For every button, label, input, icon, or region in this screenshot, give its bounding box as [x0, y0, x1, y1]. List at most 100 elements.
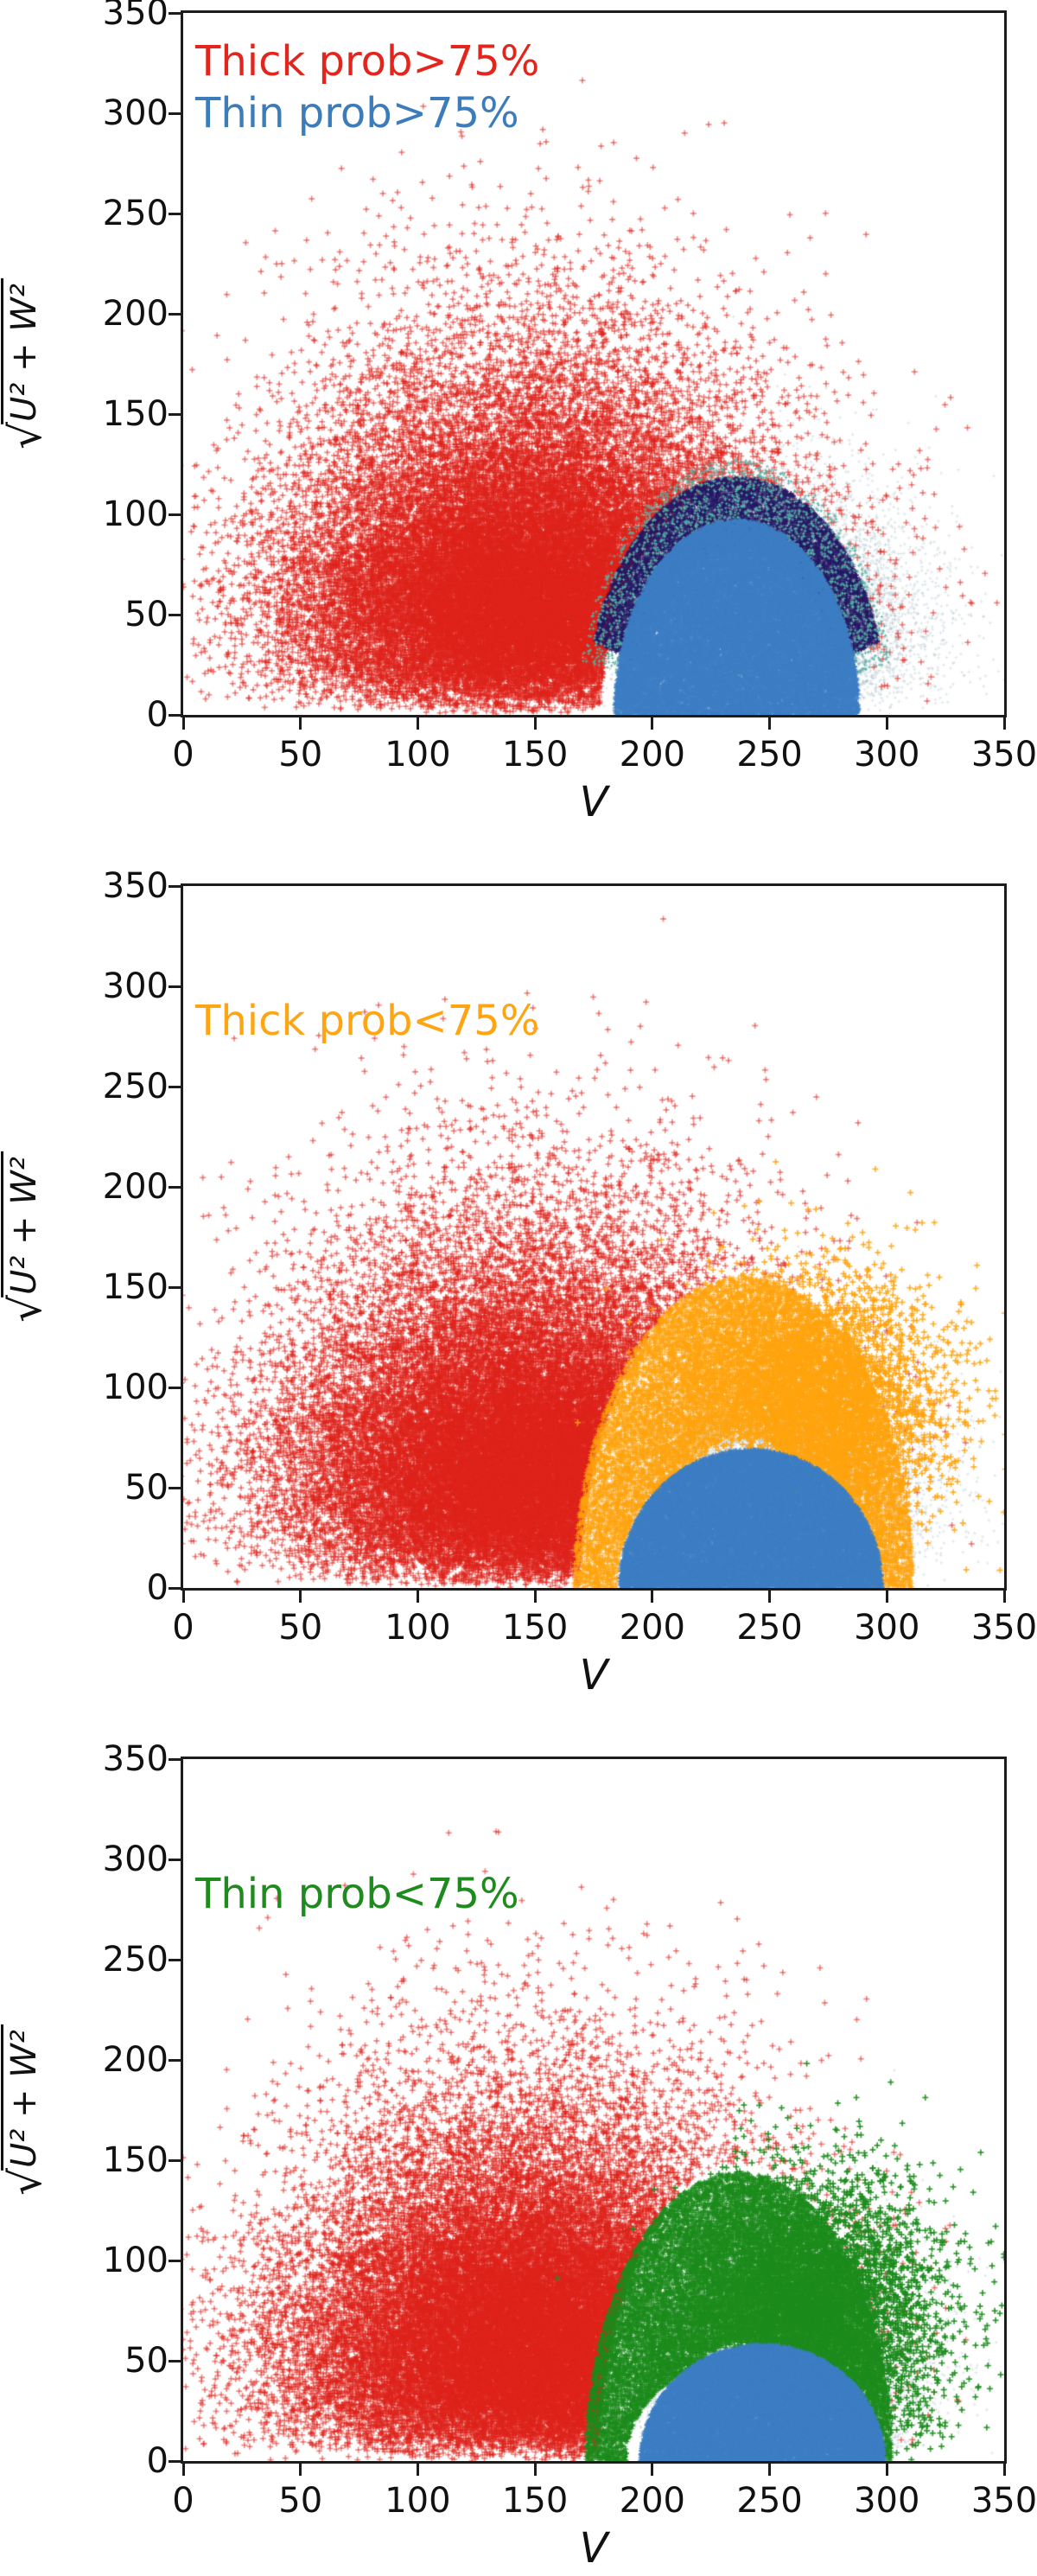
y-tick-label: 150	[102, 1267, 169, 1307]
x-tick-label: 200	[619, 735, 686, 775]
y-tick-mark	[169, 985, 181, 988]
x-tick-label: 0	[172, 2481, 194, 2521]
sqrt-icon: √	[1, 2170, 51, 2196]
y-tick-mark	[169, 1958, 181, 1961]
y-tick-mark	[169, 412, 181, 416]
y-tick-label: 200	[102, 2040, 169, 2080]
x-tick-label: 100	[385, 1608, 451, 1648]
y-tick-label: 100	[102, 1368, 169, 1407]
y-tick-mark	[169, 513, 181, 516]
x-axis-label: V	[579, 2524, 608, 2573]
y-axis-label: √U² + W²	[1, 2024, 51, 2196]
y-tick-label: 250	[102, 1940, 169, 1980]
y-tick-mark	[169, 1858, 181, 1861]
x-tick-label: 50	[278, 1608, 323, 1648]
legend-thick-prob-lt-75: Thick prob<75%	[195, 997, 540, 1045]
y-tick-label: 300	[102, 1840, 169, 1879]
x-tick-label: 0	[172, 1608, 194, 1648]
y-tick-mark	[169, 613, 181, 616]
y-tick-label: 50	[124, 1468, 169, 1508]
toomre-plot-bottom: Thin prob<75% √U² + W² V 0 50 100 150 200 250…	[1, 1741, 1037, 2573]
y-tick-mark	[169, 312, 181, 316]
legend-top: Thick prob>75% Thin prob>75%	[195, 35, 539, 139]
x-tick-mark	[299, 2464, 302, 2476]
x-tick-mark	[885, 717, 888, 730]
x-tick-label: 250	[736, 735, 803, 775]
x-tick-mark	[651, 717, 654, 730]
x-tick-mark	[299, 717, 302, 730]
y-axis-label: √U² + W²	[1, 278, 51, 450]
x-tick-mark	[533, 2464, 537, 2476]
y-tick-label: 0	[146, 2441, 169, 2481]
y-tick-label: 50	[124, 595, 169, 634]
x-tick-label: 150	[501, 1608, 569, 1648]
scatter-canvas-bottom	[183, 1759, 1004, 2461]
y-tick-label: 100	[102, 2241, 169, 2280]
x-tick-mark	[299, 1591, 302, 1603]
x-tick-label: 100	[385, 2481, 451, 2521]
y-tick-mark	[169, 884, 181, 888]
x-axis-label: V	[579, 1651, 608, 1699]
legend-thin-prob-gt-75: Thin prob>75%	[195, 89, 519, 137]
legend-bottom: Thin prob<75%	[195, 1868, 519, 1920]
y-tick-mark	[169, 1386, 181, 1389]
y-tick-mark	[169, 2359, 181, 2362]
y-tick-mark	[169, 1085, 181, 1088]
x-tick-label: 50	[278, 735, 323, 775]
x-tick-mark	[181, 717, 185, 730]
x-tick-mark	[1002, 1591, 1006, 1603]
y-tick-label: 150	[102, 2140, 169, 2180]
x-tick-mark	[416, 2464, 419, 2476]
scatter-canvas-middle	[183, 886, 1004, 1588]
y-tick-label: 350	[102, 866, 169, 906]
y-tick-mark	[169, 1285, 181, 1289]
x-tick-mark	[416, 717, 419, 730]
x-tick-label: 200	[619, 1608, 686, 1648]
x-tick-mark	[1002, 2464, 1006, 2476]
y-tick-mark	[169, 1757, 181, 1761]
y-tick-label: 200	[102, 1167, 169, 1207]
x-tick-label: 300	[854, 2481, 920, 2521]
legend-thick-prob-gt-75: Thick prob>75%	[195, 37, 540, 86]
y-tick-mark	[169, 1586, 181, 1590]
x-tick-mark	[1002, 717, 1006, 730]
y-tick-mark	[169, 1486, 181, 1489]
x-tick-label: 50	[278, 2481, 323, 2521]
legend-middle: Thick prob<75%	[195, 995, 539, 1047]
y-tick-label: 300	[102, 966, 169, 1006]
sqrt-icon: √	[1, 1297, 51, 1323]
y-tick-label: 100	[102, 494, 169, 534]
legend-thin-prob-lt-75: Thin prob<75%	[195, 1870, 519, 1918]
y-tick-mark	[169, 1185, 181, 1189]
x-tick-label: 100	[385, 735, 451, 775]
x-tick-mark	[768, 1591, 772, 1603]
x-axis-label: V	[579, 778, 608, 826]
y-tick-mark	[169, 11, 181, 15]
x-tick-mark	[651, 2464, 654, 2476]
y-tick-label: 0	[146, 1568, 169, 1608]
x-tick-mark	[416, 1591, 419, 1603]
y-tick-mark	[169, 2058, 181, 2062]
y-tick-label: 50	[124, 2341, 169, 2381]
toomre-plot-top: Thick prob>75% Thin prob>75% √U² + W² V …	[1, 0, 1037, 826]
y-axis-label: √U² + W²	[1, 1151, 51, 1323]
x-tick-mark	[181, 1591, 185, 1603]
x-tick-mark	[768, 2464, 772, 2476]
x-tick-label: 300	[854, 1608, 920, 1648]
x-tick-label: 150	[501, 735, 569, 775]
x-tick-label: 300	[854, 735, 920, 775]
toomre-plot-middle: Thick prob<75% √U² + W² V 0 50 100 150 200 25…	[1, 868, 1037, 1699]
y-tick-label: 200	[102, 294, 169, 334]
y-tick-label: 250	[102, 1067, 169, 1106]
y-tick-label: 150	[102, 394, 169, 434]
y-tick-mark	[169, 713, 181, 717]
x-tick-mark	[885, 1591, 888, 1603]
x-tick-label: 0	[172, 735, 194, 775]
sqrt-icon: √	[1, 424, 51, 450]
y-tick-mark	[169, 112, 181, 115]
x-tick-label: 250	[736, 2481, 803, 2521]
x-tick-label: 350	[970, 2481, 1037, 2521]
y-tick-mark	[169, 2459, 181, 2463]
y-tick-mark	[169, 2158, 181, 2162]
